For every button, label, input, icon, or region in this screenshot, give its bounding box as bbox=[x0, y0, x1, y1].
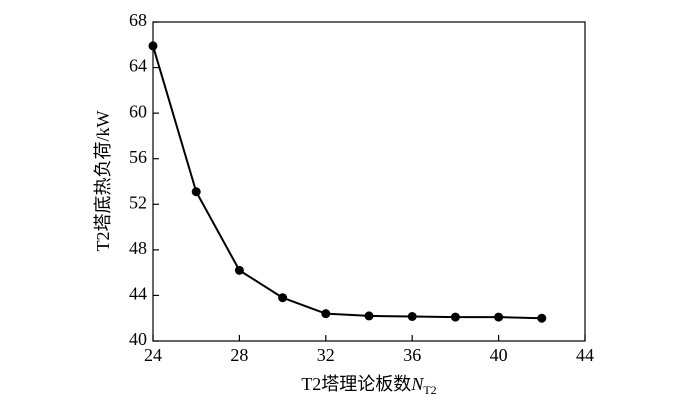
y-tick-label: 44 bbox=[129, 284, 147, 304]
x-axis-label: T2塔理论板数NT2 bbox=[301, 374, 436, 397]
y-tick-label: 56 bbox=[129, 147, 147, 167]
x-tick-label: 24 bbox=[144, 345, 162, 365]
y-tick-label: 64 bbox=[129, 56, 147, 76]
data-point bbox=[494, 312, 504, 322]
data-point bbox=[234, 265, 244, 275]
y-tick-label: 52 bbox=[129, 192, 147, 212]
data-point bbox=[278, 293, 288, 303]
x-tick-label: 28 bbox=[230, 345, 248, 365]
x-tick-label: 32 bbox=[317, 345, 335, 365]
data-point bbox=[450, 312, 460, 322]
x-tick-label: 40 bbox=[490, 345, 508, 365]
data-point bbox=[364, 311, 374, 321]
data-line bbox=[152, 45, 542, 320]
x-axis-label-text: T2塔理论板数 bbox=[301, 374, 411, 394]
plot-frame bbox=[152, 21, 586, 342]
y-tick-label: 60 bbox=[129, 101, 147, 121]
y-tick-label: 48 bbox=[129, 238, 147, 258]
x-axis-label-symbol: N bbox=[410, 374, 424, 394]
data-point bbox=[191, 187, 201, 197]
x-tick-label: 36 bbox=[403, 345, 421, 365]
data-point bbox=[148, 41, 158, 51]
y-tick-label: 68 bbox=[129, 10, 147, 30]
data-point bbox=[407, 312, 417, 322]
y-axis-label: T2塔底热负荷/kW bbox=[93, 111, 113, 252]
data-point bbox=[537, 313, 547, 323]
x-axis-label-subscript: T2 bbox=[423, 383, 436, 397]
data-point bbox=[321, 309, 331, 319]
y-tick-label: 40 bbox=[129, 329, 147, 349]
x-tick-label: 44 bbox=[576, 345, 594, 365]
